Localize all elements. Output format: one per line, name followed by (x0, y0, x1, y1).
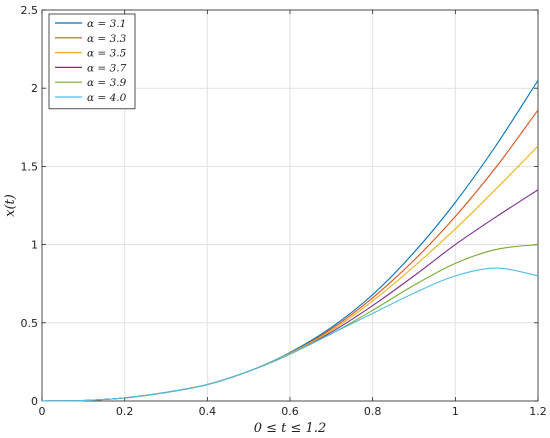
legend-box (48, 13, 136, 110)
y-tick-label: 2.5 (21, 4, 39, 17)
x-tick-label: 0.8 (364, 405, 382, 418)
series-line-6 (41, 267, 539, 402)
y-tick-label: 0.5 (21, 317, 39, 330)
x-tick-label: 1.2 (529, 405, 547, 418)
x-tick-label: 0.2 (116, 405, 134, 418)
y-tick-label: 0 (31, 395, 38, 408)
legend-label: α = 3.9 (87, 77, 127, 89)
x-tick-label: 0 (39, 405, 46, 418)
legend-label: α = 4.0 (87, 92, 127, 104)
x-tick-label: 1 (452, 405, 459, 418)
legend-label: α = 3.3 (87, 33, 127, 45)
legend-label: α = 3.1 (87, 18, 126, 30)
y-tick-label: 1.5 (21, 160, 39, 173)
x-tick-label: 0.4 (199, 405, 217, 418)
series-lines (41, 80, 539, 402)
y-tick-label: 2 (31, 82, 38, 95)
legend-label: α = 3.7 (87, 62, 127, 74)
y-axis-label: x(t) (3, 194, 18, 217)
x-tick-label: 0.6 (281, 405, 299, 418)
legend: α = 3.1 α = 3.3 α = 3.5 α = 3.7 α = 3.9 α = 4… (48, 13, 136, 110)
x-axis-label: 0 ≤ t ≤ 1.2 (254, 421, 326, 436)
legend-label: α = 3.5 (87, 48, 127, 60)
y-tick-label: 1 (31, 239, 38, 252)
axis-ticks: 0 0.2 0.4 0.6 0.8 1 1.2 0 0.5 1 1.5 2 2.5 (21, 4, 547, 418)
